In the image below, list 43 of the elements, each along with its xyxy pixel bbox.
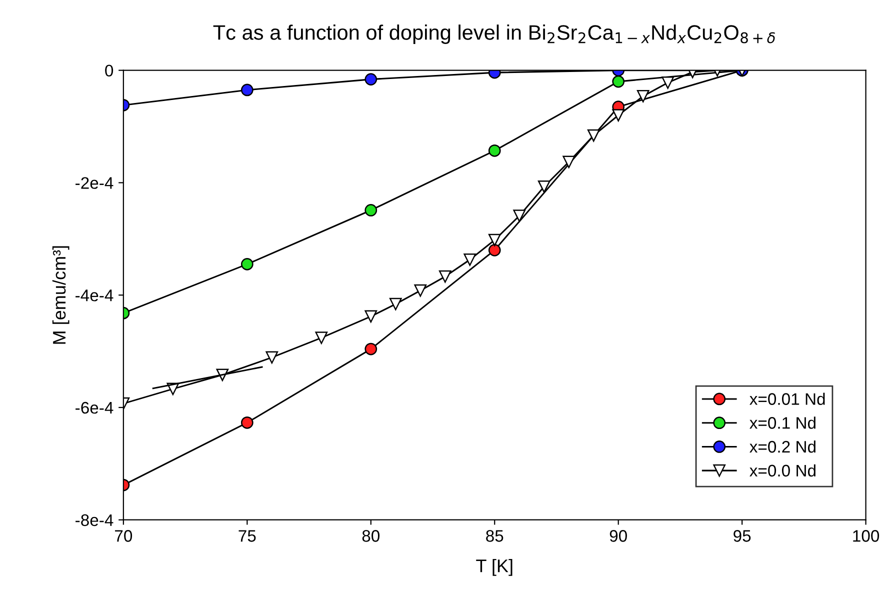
point (612, 75, 625, 88)
point (364, 310, 378, 323)
x-tick-label: 80 (362, 530, 380, 542)
point (266, 351, 278, 364)
point (612, 109, 625, 122)
point (488, 144, 501, 157)
point (240, 416, 254, 429)
point (488, 244, 501, 256)
legend-label: x=0.01 Nd (750, 392, 825, 405)
legend-label: x=0.2 Nd (750, 440, 816, 453)
x-tick-label: 90 (610, 530, 627, 542)
point (662, 76, 674, 89)
point (315, 332, 328, 344)
point (587, 129, 600, 142)
y-tick-label: 0 (105, 64, 114, 77)
point (240, 84, 254, 96)
point (364, 204, 378, 216)
chart-title: Tc as a function of doping level in Bi$_{2}$Sr$_{2}$Ca$_{1−x}$Nd$_{x}$Cu$_{2}$O$_{8+δ}$ (213, 24, 775, 44)
point (538, 180, 550, 193)
point (513, 210, 526, 222)
point (389, 298, 402, 310)
y-tick-label: -6e-4 (76, 402, 114, 414)
point (562, 156, 576, 168)
point (488, 234, 501, 246)
point (240, 258, 254, 270)
legend-label: x=0.1 Nd (750, 416, 816, 429)
point (636, 90, 650, 102)
y-tick-label: -4e-4 (76, 290, 114, 302)
y-axis-title: M [emu/cm³] (52, 246, 70, 344)
x-tick-label: 100 (853, 530, 880, 542)
y-tick-label: -2e-4 (76, 177, 114, 189)
point (364, 73, 378, 86)
legend-label: x=0.0 Nd (750, 464, 816, 477)
point (438, 270, 452, 283)
x-tick-label: 70 (115, 530, 132, 542)
y-tick-label: -8e-4 (76, 514, 114, 526)
point (414, 284, 427, 297)
point (364, 342, 378, 356)
x-tick-label: 75 (238, 530, 256, 542)
x-axis-title: T [K] (476, 559, 512, 576)
x-tick-label: 95 (734, 530, 751, 542)
x-tick-label: 85 (486, 530, 504, 542)
point (464, 254, 476, 266)
